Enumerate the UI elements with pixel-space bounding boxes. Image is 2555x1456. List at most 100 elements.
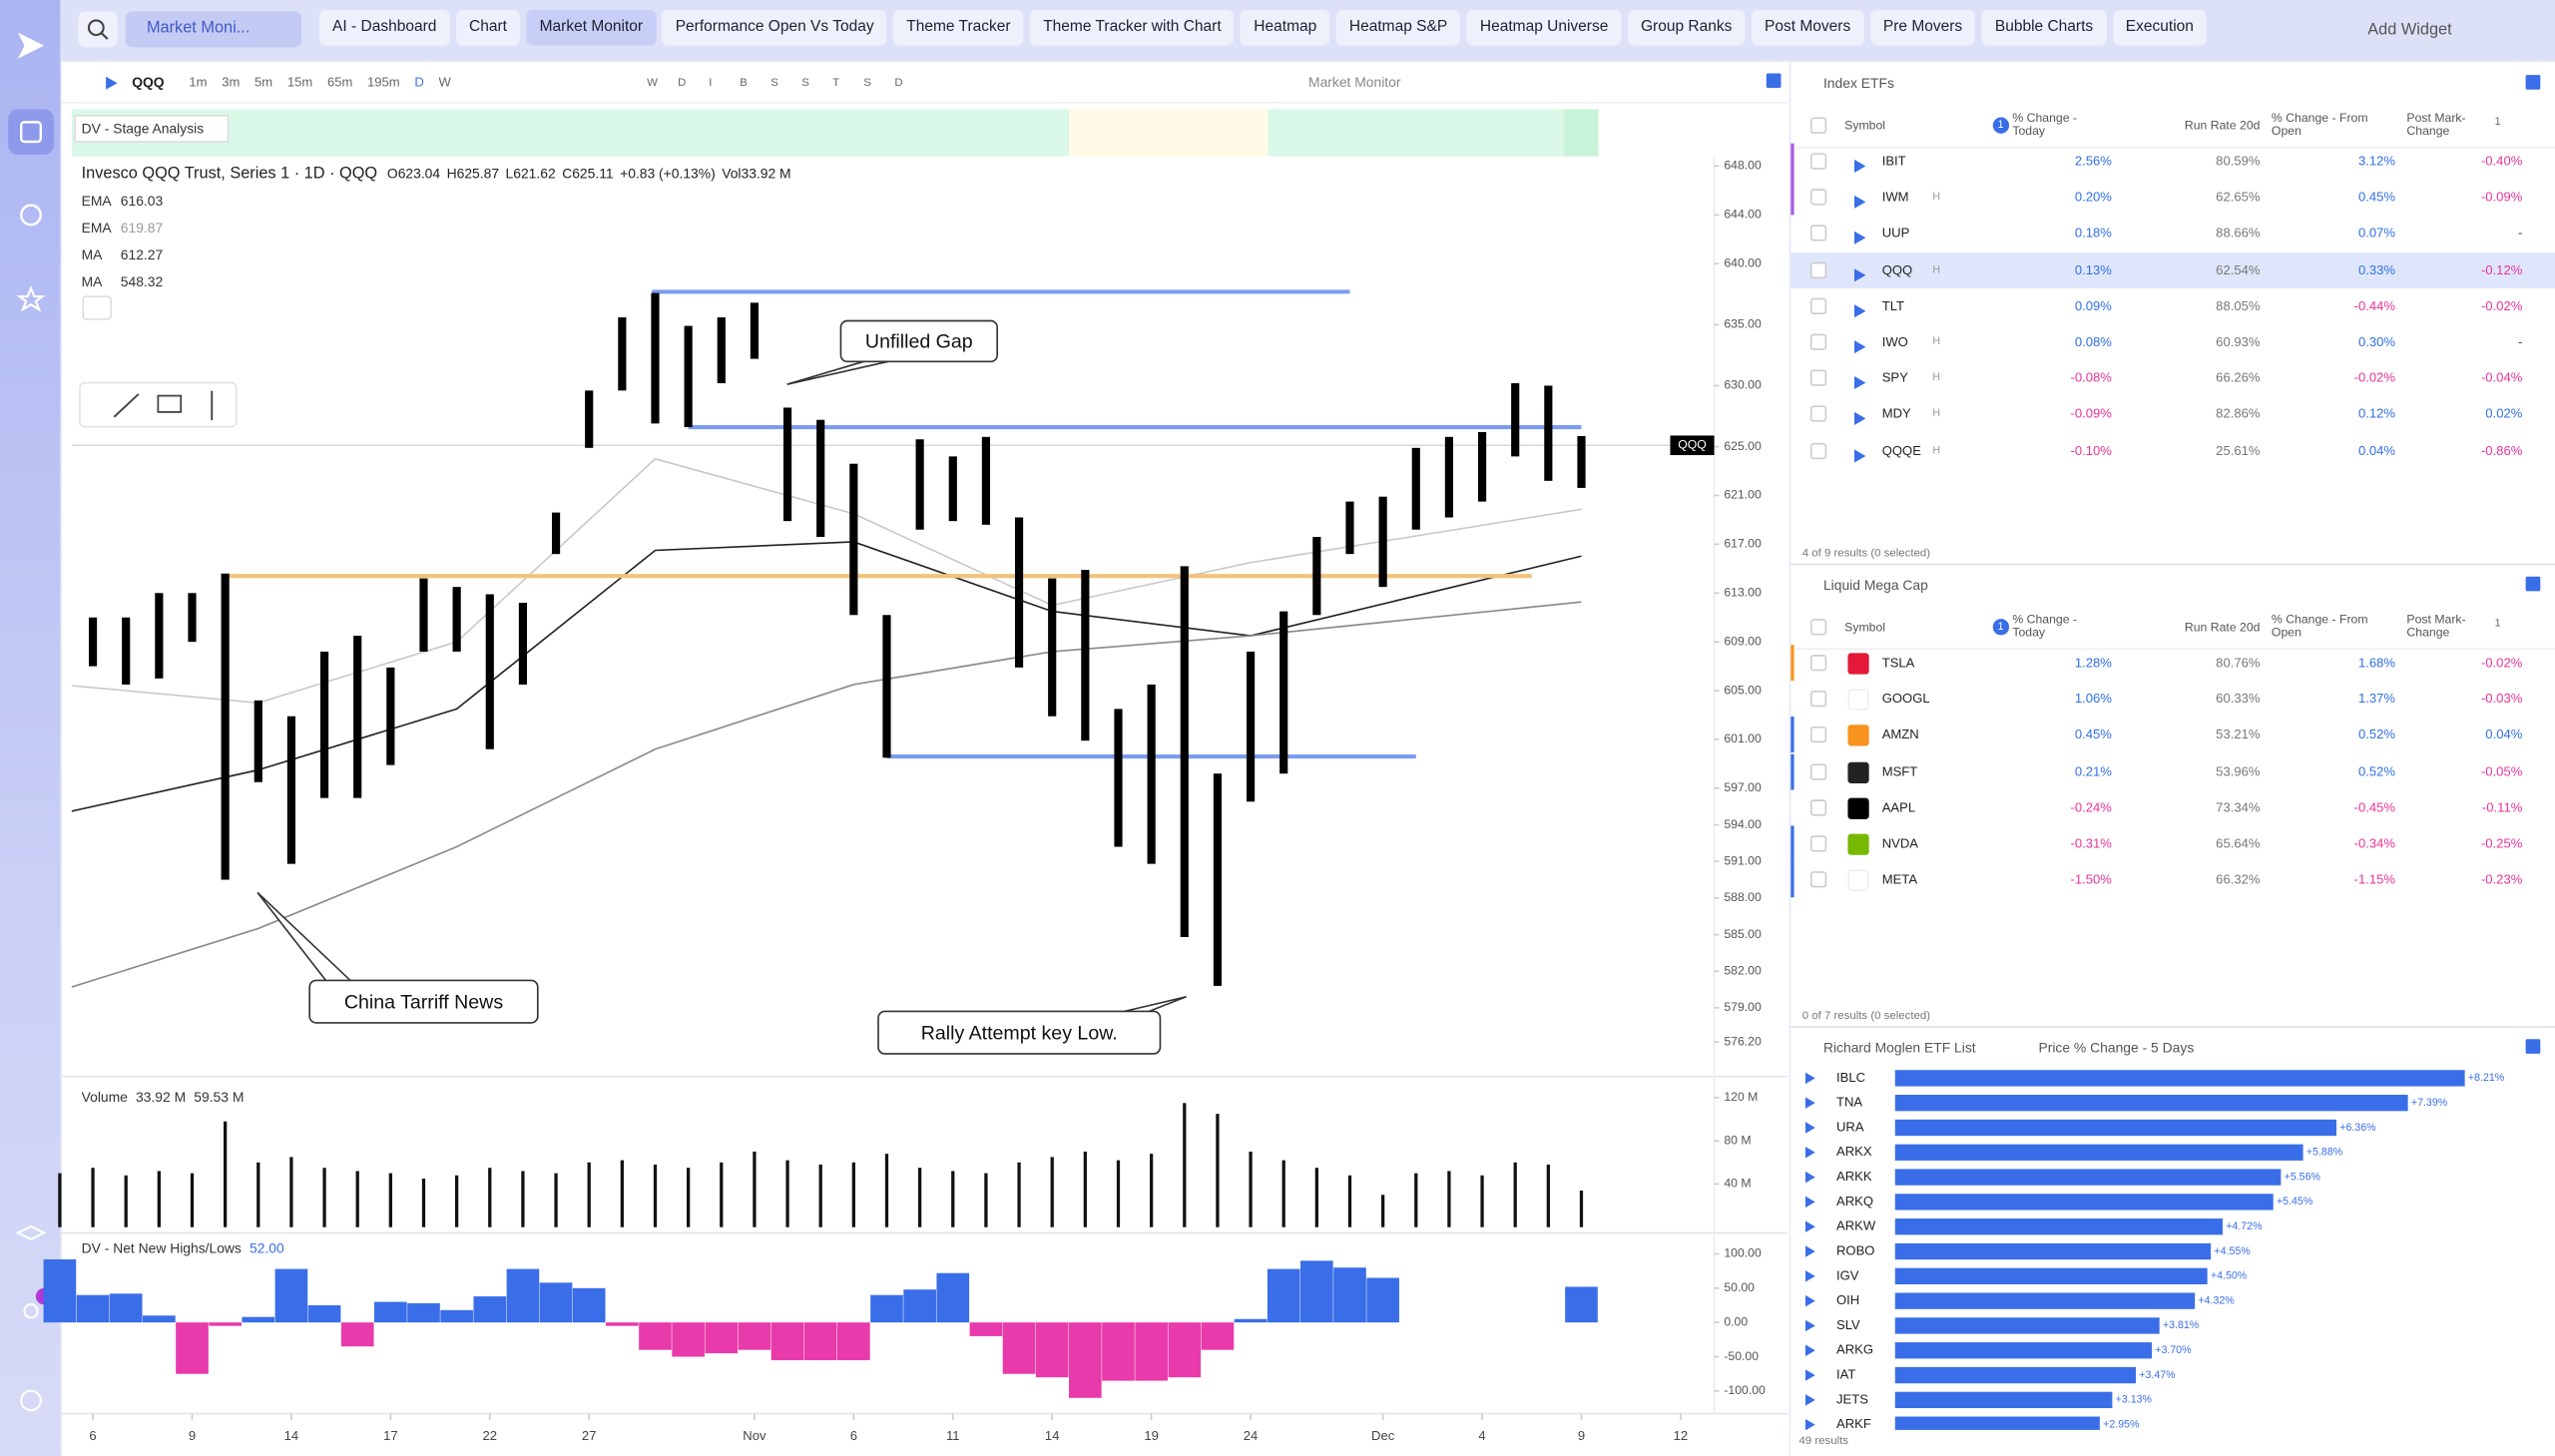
row-checkbox[interactable]: [1809, 655, 1827, 672]
tool-button[interactable]: W: [647, 77, 658, 89]
row-checkbox[interactable]: [1809, 727, 1827, 743]
row-play[interactable]: [1804, 1072, 1815, 1085]
row-symbol[interactable]: UUP: [1881, 226, 1910, 242]
row-play[interactable]: [1804, 1344, 1815, 1356]
column-header[interactable]: Post Mark- Change: [2406, 110, 2466, 139]
tab[interactable]: Theme Tracker: [893, 9, 1024, 46]
panel-color[interactable]: [2525, 75, 2541, 90]
trendline-tool[interactable]: [113, 393, 140, 418]
row-symbol[interactable]: QQQ: [1881, 261, 1913, 277]
header-checkbox[interactable]: [1809, 619, 1827, 636]
column-header[interactable]: Run Rate 20d: [2184, 619, 2261, 635]
row-symbol[interactable]: IWM: [1881, 190, 1909, 206]
interval-button[interactable]: 1m: [189, 75, 207, 90]
tab[interactable]: Bubble Charts: [1981, 9, 2107, 46]
tool-button[interactable]: D: [894, 77, 902, 89]
row-checkbox[interactable]: [1809, 225, 1827, 243]
row-checkbox[interactable]: [1809, 798, 1827, 816]
pane-color[interactable]: [1766, 73, 1782, 89]
row-play[interactable]: [1804, 1294, 1815, 1307]
row-play[interactable]: [1804, 1147, 1815, 1159]
row-checkbox[interactable]: [1809, 189, 1827, 206]
tab[interactable]: Chart: [455, 9, 521, 46]
monitor-selector[interactable]: Market Moni...: [125, 11, 302, 48]
row-play[interactable]: [1851, 406, 1867, 426]
row-symbol[interactable]: GOOGL: [1881, 692, 1930, 707]
tab[interactable]: Market Monitor: [526, 9, 657, 46]
column-header[interactable]: Symbol: [1844, 619, 1886, 635]
row-checkbox[interactable]: [1809, 297, 1827, 314]
tool-button[interactable]: B: [740, 77, 748, 89]
row-checkbox[interactable]: [1809, 153, 1827, 170]
row-play[interactable]: [1851, 442, 1867, 462]
tab[interactable]: AI - Dashboard: [319, 9, 450, 46]
interval-button[interactable]: 195m: [367, 75, 400, 90]
tool-button[interactable]: S: [770, 77, 778, 89]
tab[interactable]: Group Ranks: [1627, 9, 1746, 46]
column-header[interactable]: % Change - From Open: [2271, 612, 2368, 641]
tab[interactable]: Heatmap: [1241, 9, 1330, 46]
row-checkbox[interactable]: [1809, 333, 1827, 350]
tab[interactable]: Execution: [2112, 9, 2207, 46]
row-play[interactable]: [1804, 1319, 1815, 1332]
interval-button[interactable]: W: [439, 75, 452, 90]
row-play[interactable]: [1804, 1171, 1815, 1184]
tab[interactable]: Performance Open Vs Today: [662, 9, 887, 46]
row-symbol[interactable]: MDY: [1881, 406, 1911, 422]
row-checkbox[interactable]: [1809, 261, 1827, 278]
nav-help[interactable]: [20, 1389, 42, 1412]
row-play[interactable]: [1804, 1394, 1815, 1406]
tool-button[interactable]: S: [863, 77, 871, 89]
row-play[interactable]: [1804, 1196, 1815, 1209]
row-play[interactable]: [1804, 1220, 1815, 1232]
row-play[interactable]: [1804, 1270, 1815, 1282]
row-play[interactable]: [1851, 297, 1867, 317]
column-header[interactable]: Symbol: [1844, 118, 1886, 134]
row-checkbox[interactable]: [1809, 406, 1827, 423]
interval-button[interactable]: 65m: [327, 75, 353, 90]
tool-button[interactable]: S: [801, 77, 809, 89]
row-checkbox[interactable]: [1809, 835, 1827, 852]
row-play[interactable]: [1851, 334, 1867, 354]
tab[interactable]: Pre Movers: [1869, 9, 1976, 46]
row-symbol[interactable]: IWO: [1881, 334, 1908, 350]
row-play[interactable]: [1851, 370, 1867, 390]
search-button[interactable]: [75, 0, 124, 60]
nav-dashboard[interactable]: [8, 109, 54, 156]
row-symbol[interactable]: QQQE: [1881, 443, 1921, 458]
tab[interactable]: Theme Tracker with Chart: [1030, 9, 1235, 46]
column-header[interactable]: Post Mark- Change: [2406, 612, 2466, 641]
add-widget[interactable]: Add Widget: [2367, 21, 2452, 40]
nav-favorites[interactable]: [16, 285, 46, 312]
row-symbol[interactable]: MSFT: [1881, 763, 1918, 779]
tab[interactable]: Heatmap S&P: [1335, 9, 1461, 46]
row-checkbox[interactable]: [1809, 369, 1827, 387]
interval-button[interactable]: D: [414, 75, 423, 90]
row-symbol[interactable]: NVDA: [1881, 836, 1919, 851]
interval-button[interactable]: 5m: [255, 75, 272, 90]
interval-button[interactable]: 15m: [287, 75, 313, 90]
panel-color[interactable]: [2525, 1039, 2541, 1054]
row-play[interactable]: [1851, 153, 1867, 173]
row-checkbox[interactable]: [1809, 762, 1827, 780]
row-play[interactable]: [1804, 1245, 1815, 1257]
column-header[interactable]: % Change - From Open: [2271, 110, 2368, 139]
row-play[interactable]: [1804, 1122, 1815, 1134]
row-checkbox[interactable]: [1809, 871, 1827, 888]
collapse-legend[interactable]: [82, 295, 112, 320]
column-header[interactable]: Run Rate 20d: [2184, 118, 2261, 134]
note-tool[interactable]: [157, 394, 183, 413]
nav-profile[interactable]: [23, 1303, 39, 1319]
tab[interactable]: Post Movers: [1751, 9, 1864, 46]
row-play[interactable]: [1851, 261, 1867, 281]
tool-button[interactable]: T: [832, 77, 839, 89]
tool-button[interactable]: D: [678, 77, 686, 89]
row-symbol[interactable]: IBIT: [1881, 154, 1906, 169]
row-symbol[interactable]: AAPL: [1881, 799, 1916, 815]
row-symbol[interactable]: META: [1881, 872, 1918, 887]
row-symbol[interactable]: SPY: [1881, 370, 1908, 386]
row-checkbox[interactable]: [1809, 691, 1827, 708]
row-play[interactable]: [1804, 1418, 1815, 1431]
interval-button[interactable]: 3m: [222, 75, 240, 90]
row-symbol[interactable]: TSLA: [1881, 655, 1915, 671]
